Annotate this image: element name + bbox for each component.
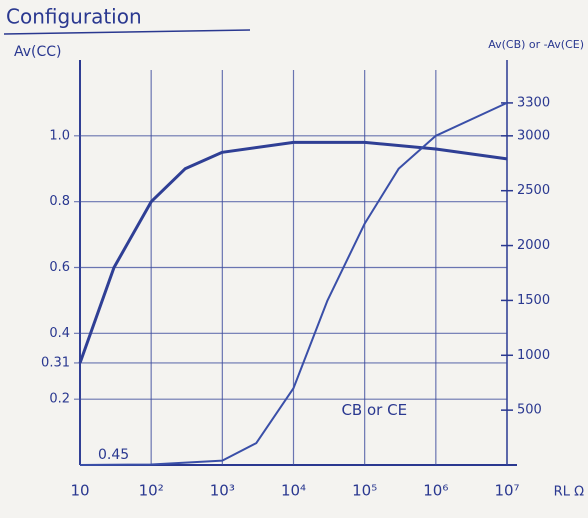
series-label: CB or CE bbox=[341, 401, 407, 419]
x-tick-label: 10⁴ bbox=[281, 482, 306, 500]
y-tick-label: 1.0 bbox=[49, 128, 70, 143]
y2-tick-label: 1000 bbox=[517, 348, 550, 363]
chart: Configuration Av(CC) Av(CB) or -Av(CE) R… bbox=[0, 0, 588, 518]
y2-tick-label: 500 bbox=[517, 403, 542, 418]
annotation: 0.45 bbox=[98, 447, 129, 463]
y2-tick-label: 3300 bbox=[517, 95, 550, 110]
x-tick-label: 10³ bbox=[210, 482, 235, 500]
y2-tick-label: 2000 bbox=[517, 238, 550, 253]
x-tick-label: 10⁵ bbox=[352, 482, 377, 500]
y2-axis-label: Av(CB) or -Av(CE) bbox=[488, 38, 584, 51]
chart-title: Configuration bbox=[6, 5, 142, 29]
x-tick-label: 10 bbox=[70, 482, 89, 500]
x-tick-label: 10² bbox=[139, 482, 164, 500]
y-tick-label: 0.8 bbox=[49, 194, 70, 209]
y-tick-label: 0.2 bbox=[49, 392, 70, 407]
y-tick-label: 0.31 bbox=[41, 355, 70, 370]
y2-tick-label: 1500 bbox=[517, 293, 550, 308]
y-tick-label: 0.4 bbox=[49, 326, 70, 341]
y-tick-label: 0.6 bbox=[49, 260, 70, 275]
x-axis-label: RL Ω bbox=[554, 485, 584, 500]
y2-tick-label: 2500 bbox=[517, 183, 550, 198]
y2-tick-label: 3000 bbox=[517, 128, 550, 143]
x-tick-label: 10⁷ bbox=[494, 482, 519, 500]
y-axis-label: Av(CC) bbox=[14, 44, 62, 60]
x-tick-label: 10⁶ bbox=[423, 482, 448, 500]
